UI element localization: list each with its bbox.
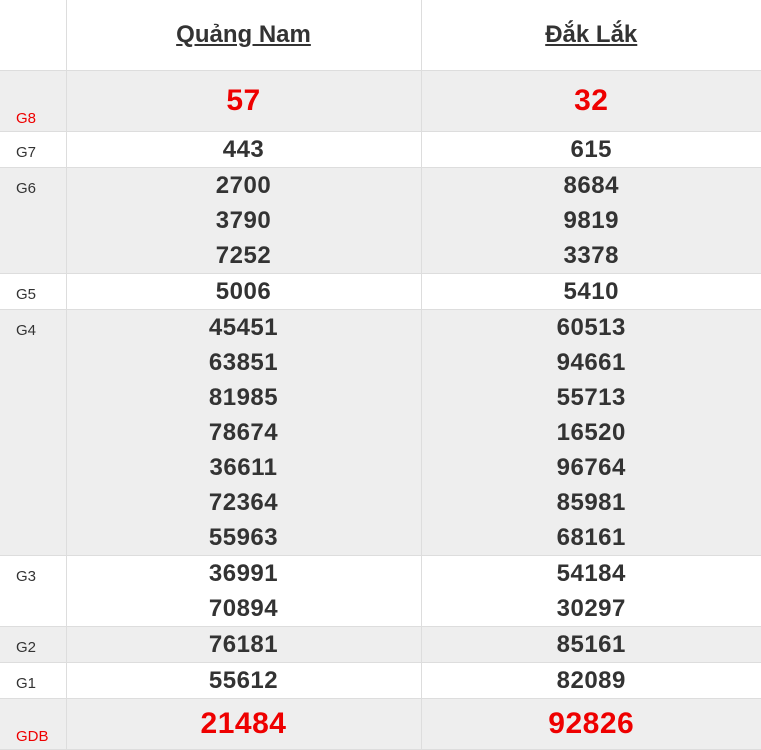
prize-row-g1: G1 55612 82089 bbox=[0, 662, 761, 699]
prize-numbers-cell: 76181 bbox=[65, 626, 422, 663]
prize-numbers-cell: 615 bbox=[420, 131, 761, 168]
prize-number: 85981 bbox=[556, 489, 626, 516]
prize-label: G2 bbox=[0, 626, 67, 663]
prize-number: 21484 bbox=[200, 707, 287, 740]
prize-number: 85161 bbox=[556, 631, 626, 658]
prize-number: 96764 bbox=[556, 454, 626, 481]
prize-number: 70894 bbox=[208, 595, 279, 622]
prize-row-g3: G3 36991 70894 54184 30297 bbox=[0, 555, 761, 627]
prize-numbers-cell: 85161 bbox=[420, 626, 761, 663]
prize-number: 5410 bbox=[563, 278, 619, 305]
prize-numbers-cell: 8684 9819 3378 bbox=[420, 167, 761, 274]
prize-number: 7252 bbox=[215, 242, 272, 269]
prize-numbers-cell: 60513 94661 55713 16520 96764 85981 68161 bbox=[420, 309, 761, 556]
prize-number: 94661 bbox=[556, 349, 626, 376]
prize-row-g4: G4 45451 63851 81985 78674 36611 72364 55963 605… bbox=[0, 309, 761, 556]
corner-cell bbox=[0, 0, 67, 71]
prize-numbers-cell: 443 bbox=[65, 131, 422, 168]
prize-number: 36991 bbox=[208, 560, 279, 587]
prize-number: 92826 bbox=[548, 707, 635, 740]
prize-row-gdb: GDB 21484 92826 bbox=[0, 698, 761, 750]
prize-number: 36611 bbox=[209, 454, 278, 481]
prize-numbers-cell: 57 bbox=[65, 70, 422, 132]
prize-numbers-cell: 54184 30297 bbox=[420, 555, 761, 627]
prize-number: 60513 bbox=[556, 314, 626, 341]
prize-numbers-cell: 92826 bbox=[420, 698, 761, 750]
prize-number: 9819 bbox=[563, 207, 619, 234]
prize-numbers-cell: 36991 70894 bbox=[65, 555, 422, 627]
prize-numbers-cell: 32 bbox=[420, 70, 761, 132]
prize-row-g6: G6 2700 3790 7252 8684 9819 3378 bbox=[0, 167, 761, 274]
prize-number: 54184 bbox=[556, 560, 626, 587]
province-header[interactable]: Đắk Lắk bbox=[420, 0, 761, 71]
prize-label: G1 bbox=[0, 662, 67, 699]
prize-number: 55612 bbox=[208, 667, 279, 694]
prize-numbers-cell: 55612 bbox=[65, 662, 422, 699]
prize-number: 3378 bbox=[563, 242, 619, 269]
prize-number: 5006 bbox=[215, 278, 272, 305]
prize-label: G6 bbox=[0, 167, 67, 274]
prize-number: 72364 bbox=[208, 489, 279, 516]
prize-label: G4 bbox=[0, 309, 67, 556]
prize-label: G3 bbox=[0, 555, 67, 627]
prize-numbers-cell: 5410 bbox=[420, 273, 761, 310]
prize-number: 57 bbox=[226, 84, 261, 117]
prize-number: 45451 bbox=[208, 314, 279, 341]
prize-number: 63851 bbox=[208, 349, 279, 376]
prize-number: 55713 bbox=[556, 384, 626, 411]
province-link[interactable]: Quảng Nam bbox=[176, 21, 311, 48]
prize-number: 443 bbox=[222, 136, 265, 163]
prize-numbers-cell: 2700 3790 7252 bbox=[65, 167, 422, 274]
prize-numbers-cell: 5006 bbox=[65, 273, 422, 310]
prize-number: 55963 bbox=[208, 524, 279, 551]
prize-row-g8: G8 57 32 bbox=[0, 70, 761, 132]
prize-label: GDB bbox=[0, 698, 67, 750]
prize-number: 3790 bbox=[215, 207, 272, 234]
prize-row-g7: G7 443 615 bbox=[0, 131, 761, 168]
prize-number: 30297 bbox=[556, 595, 626, 622]
prize-number: 76181 bbox=[208, 631, 279, 658]
province-link[interactable]: Đắk Lắk bbox=[545, 21, 638, 48]
prize-numbers-cell: 82089 bbox=[420, 662, 761, 699]
prize-number: 8684 bbox=[563, 172, 619, 199]
prize-number: 16520 bbox=[556, 419, 626, 446]
prize-number: 78674 bbox=[208, 419, 279, 446]
prize-number: 615 bbox=[570, 136, 613, 163]
prize-number: 32 bbox=[574, 84, 609, 117]
prize-number: 2700 bbox=[215, 172, 272, 199]
prize-number: 68161 bbox=[556, 524, 626, 551]
prize-label: G8 bbox=[0, 70, 67, 132]
prize-row-g2: G2 76181 85161 bbox=[0, 626, 761, 663]
prize-number: 82089 bbox=[556, 667, 626, 694]
header-row: Quảng Nam Đắk Lắk bbox=[0, 0, 761, 71]
prize-numbers-cell: 21484 bbox=[65, 698, 422, 750]
prize-numbers-cell: 45451 63851 81985 78674 36611 72364 55963 bbox=[65, 309, 422, 556]
prize-row-g5: G5 5006 5410 bbox=[0, 273, 761, 310]
prize-number: 81985 bbox=[208, 384, 279, 411]
prize-label: G7 bbox=[0, 131, 67, 168]
province-header[interactable]: Quảng Nam bbox=[65, 0, 422, 71]
prize-label: G5 bbox=[0, 273, 67, 310]
